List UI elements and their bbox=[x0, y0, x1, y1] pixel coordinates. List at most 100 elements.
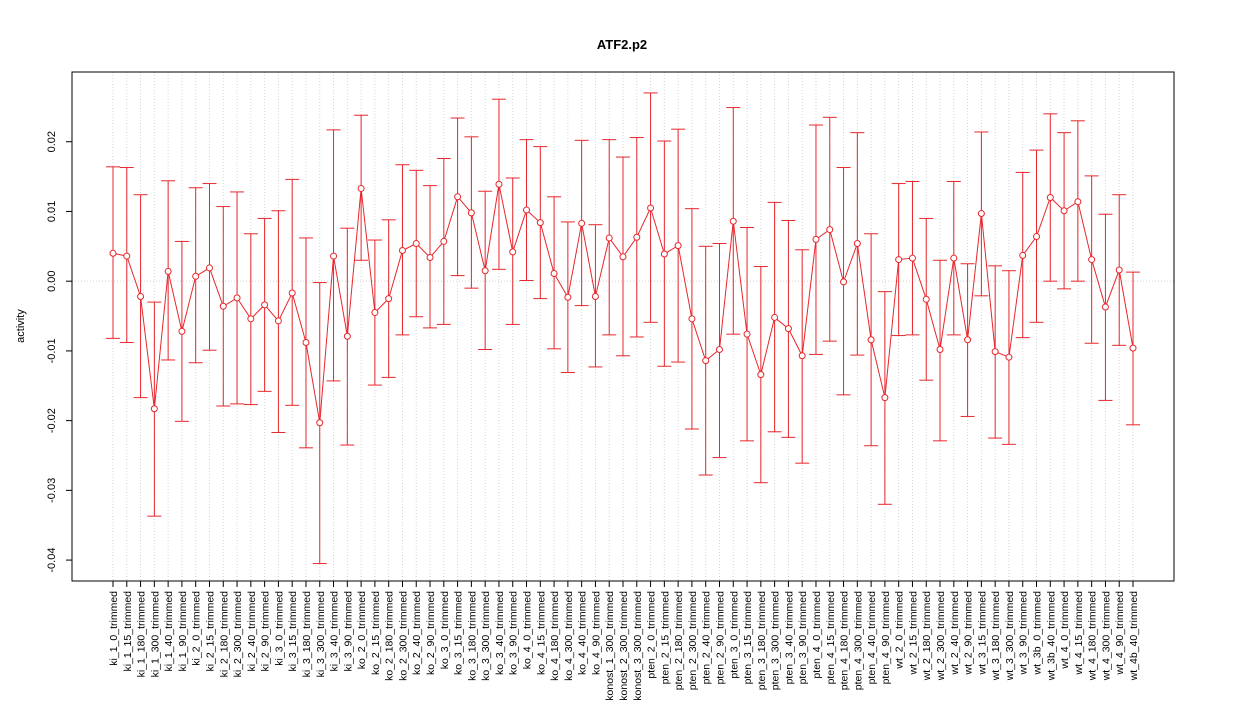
series-layer bbox=[106, 92, 1140, 565]
data-point bbox=[578, 219, 586, 227]
data-point bbox=[109, 249, 117, 257]
data-point bbox=[261, 301, 269, 309]
data-point bbox=[991, 348, 999, 356]
data-point bbox=[1046, 194, 1054, 202]
data-point bbox=[784, 325, 792, 333]
data-point bbox=[164, 267, 172, 275]
data-point bbox=[853, 240, 861, 248]
x-tick-label: ko_3_15_trimmed bbox=[453, 591, 465, 675]
x-tick-label: ki_3_300_trimmed bbox=[315, 591, 327, 678]
data-point bbox=[330, 252, 338, 260]
x-tick-label: ki_1_40_trimmed bbox=[163, 591, 175, 672]
data-point bbox=[385, 295, 393, 303]
x-tick-label: pten_4_180_trimmed bbox=[839, 591, 851, 690]
x-tick-label: ki_3_90_trimmed bbox=[342, 591, 354, 672]
data-point bbox=[481, 267, 489, 275]
x-tick-label: ko_2_0_trimmed bbox=[356, 591, 368, 669]
x-tick-label: wt_3b_40_trimmed bbox=[1045, 591, 1057, 681]
x-tick-label: pten_4_90_trimmed bbox=[880, 591, 892, 685]
x-tick-label: ki_2_15_trimmed bbox=[204, 591, 216, 672]
data-point bbox=[798, 352, 806, 360]
x-tick-label: ki_2_40_trimmed bbox=[246, 591, 258, 672]
data-point bbox=[316, 419, 324, 427]
data-point bbox=[343, 332, 351, 340]
data-point bbox=[454, 193, 462, 201]
x-tick-label: wt_4_15_trimmed bbox=[1073, 591, 1085, 676]
x-tick-label: wt_4_90_trimmed bbox=[1114, 591, 1126, 676]
x-tick-label: ki_3_15_trimmed bbox=[287, 591, 299, 672]
x-tick-label: ki_1_0_trimmed bbox=[108, 591, 120, 666]
data-point bbox=[495, 180, 503, 188]
data-point bbox=[867, 336, 875, 344]
chart-title: ATF2.p2 bbox=[597, 37, 647, 52]
data-point bbox=[150, 405, 158, 413]
x-tick-label: ko_2_15_trimmed bbox=[370, 591, 382, 675]
x-tick-label: ki_2_180_trimmed bbox=[218, 591, 230, 678]
data-point bbox=[440, 237, 448, 245]
x-tick-label: ki_1_300_trimmed bbox=[149, 591, 161, 678]
x-tick-label: ko_3_90_trimmed bbox=[508, 591, 520, 675]
x-tick-label: ki_2_300_trimmed bbox=[232, 591, 244, 678]
data-point bbox=[688, 315, 696, 323]
axis-layer: -0.04 -0.03 -0.02 -0.01 0.00 0.01 0.02 ki_1_0_t… bbox=[46, 131, 1140, 701]
x-tick-label: ki_3_0_trimmed bbox=[273, 591, 285, 666]
x-tick-label: ko_2_300_trimmed bbox=[397, 591, 409, 681]
data-point bbox=[536, 219, 544, 227]
x-tick-label: ko_4_0_trimmed bbox=[522, 591, 534, 669]
x-tick-label: ko_4_180_trimmed bbox=[549, 591, 561, 681]
data-point bbox=[743, 330, 751, 338]
x-tick-label: ki_3_180_trimmed bbox=[301, 591, 313, 678]
x-tick-label: ko_4_15_trimmed bbox=[535, 591, 547, 675]
data-point bbox=[302, 339, 310, 347]
x-tick-label: pten_2_180_trimmed bbox=[673, 591, 685, 690]
x-tick-label: pten_3_0_trimmed bbox=[728, 591, 740, 679]
x-tick-label: ki_1_15_trimmed bbox=[122, 591, 134, 672]
x-tick-label: pten_3_40_trimmed bbox=[783, 591, 795, 685]
x-tick-label: wt_2_300_trimmed bbox=[935, 591, 947, 681]
data-point bbox=[591, 293, 599, 301]
x-tick-label: pten_3_90_trimmed bbox=[797, 591, 809, 685]
x-tick-label: pten_2_40_trimmed bbox=[701, 591, 713, 685]
x-tick-label: pten_4_300_trimmed bbox=[852, 591, 864, 690]
data-point bbox=[895, 256, 903, 264]
data-point bbox=[509, 248, 517, 256]
x-tick-label: wt_3_180_trimmed bbox=[990, 591, 1002, 681]
x-tick-label: pten_2_0_trimmed bbox=[646, 591, 658, 679]
data-point bbox=[757, 371, 765, 379]
data-point bbox=[674, 242, 682, 250]
data-point bbox=[977, 210, 985, 218]
y-axis-label: activity bbox=[15, 309, 27, 343]
x-tick-label: ko_3_40_trimmed bbox=[494, 591, 506, 675]
data-point bbox=[729, 217, 737, 225]
data-point bbox=[812, 235, 820, 243]
data-point bbox=[908, 254, 916, 262]
data-point bbox=[1088, 256, 1096, 264]
data-point bbox=[412, 240, 420, 248]
y-tick-label: 0.02 bbox=[46, 131, 58, 152]
data-point bbox=[1115, 266, 1123, 274]
x-tick-label: ko_3_300_trimmed bbox=[480, 591, 492, 681]
data-point bbox=[1101, 303, 1109, 311]
data-point bbox=[1060, 207, 1068, 215]
x-tick-label: ki_2_0_trimmed bbox=[191, 591, 203, 666]
y-tick-label: 0.01 bbox=[46, 201, 58, 222]
x-tick-label: wt_3_15_trimmed bbox=[976, 591, 988, 676]
x-tick-label: ki_1_180_trimmed bbox=[136, 591, 148, 678]
data-point bbox=[950, 254, 958, 262]
x-tick-label: ki_1_90_trimmed bbox=[177, 591, 189, 672]
x-tick-label: wt_3b_0_trimmed bbox=[1032, 591, 1044, 676]
data-point bbox=[881, 394, 889, 402]
data-point bbox=[288, 289, 296, 297]
x-tick-label: pten_3_180_trimmed bbox=[756, 591, 768, 690]
x-tick-label: pten_4_15_trimmed bbox=[825, 591, 837, 685]
data-point bbox=[398, 246, 406, 254]
data-point bbox=[619, 253, 627, 261]
data-point bbox=[550, 270, 558, 278]
data-point bbox=[964, 336, 972, 344]
x-tick-label: pten_4_0_trimmed bbox=[811, 591, 823, 679]
x-tick-label: wt_4_300_trimmed bbox=[1100, 591, 1112, 681]
x-tick-label: pten_4_40_trimmed bbox=[866, 591, 878, 685]
x-tick-label: konost_3_300_trimmed bbox=[632, 591, 644, 701]
x-tick-label: wt_2_0_trimmed bbox=[894, 591, 906, 670]
data-point bbox=[660, 250, 668, 258]
